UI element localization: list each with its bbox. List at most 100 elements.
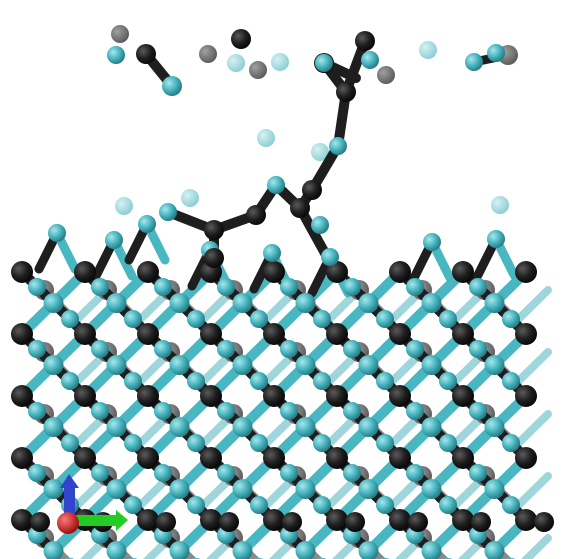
silicon-atom [313,496,331,514]
background-bond [512,348,552,387]
adsorbate-carbon-atom [290,198,310,218]
silicon-atom [154,340,172,358]
silicon-atom [169,479,190,499]
carbon-atom [515,447,537,469]
silicon-atom [250,310,268,328]
carbon-atom [137,385,159,407]
carbon-atom [74,323,96,345]
silicon-atom [124,434,142,452]
silicon-atom [217,340,235,358]
silicon-atom [28,402,46,420]
surface-silicon-atom [263,244,281,262]
silicon-atom [169,355,190,375]
adsorbate-carbon-atom [246,205,266,225]
silicon-atom [502,372,520,390]
carbon-atom [11,447,33,469]
silicon-atom [439,310,457,328]
carbon-atom [137,509,159,531]
silicon-atom [43,541,64,559]
silicon-atom [502,496,520,514]
surface-silicon-atom [423,233,441,251]
silicon-atom [484,541,505,559]
silicon-atom [43,355,64,375]
gas-phase-atom [271,53,289,71]
gas-phase-atom [419,41,437,59]
carbon-atom [515,323,537,345]
silicon-atom [91,340,109,358]
silicon-atom [232,479,253,499]
carbon-atom [11,509,33,531]
carbon-atom [11,385,33,407]
silicon-atom [502,310,520,328]
silicon-atom [124,496,142,514]
silicon-atom [343,402,361,420]
surface-silicon-atom [48,224,66,242]
carbon-atom [452,385,474,407]
silicon-atom [28,340,46,358]
adsorbate-silicon-atom [329,137,347,155]
adsorbate-carbon-atom [302,180,322,200]
silicon-atom [295,541,316,559]
adsorbate-silicon-atom [311,216,329,234]
silicon-atom [376,496,394,514]
adsorbate-silicon-atom [361,51,379,69]
silicon-atom [343,340,361,358]
carbon-atom [326,261,348,283]
silicon-atom [313,310,331,328]
gas-phase-atom [257,129,275,147]
silicon-atom [217,278,235,296]
silicon-atom [43,293,64,313]
silicon-atom [106,541,127,559]
silicon-atom [484,355,505,375]
atoms [11,29,554,559]
silicon-atom [358,355,379,375]
gas-phase-atom [199,45,217,63]
y-axis-arrowhead [60,474,79,488]
carbon-atom [515,385,537,407]
adsorbate-carbon-atom [204,220,224,240]
silicon-atom [106,417,127,437]
carbon-atom [263,509,285,531]
silicon-atom [106,355,127,375]
surface-silicon-atom [105,231,123,249]
gas-phase-atom [249,61,267,79]
carbon-atom [389,261,411,283]
carbon-atom [389,385,411,407]
carbon-atom [389,323,411,345]
silicon-atom [154,402,172,420]
silicon-atom [406,278,424,296]
carbon-atom [326,509,348,531]
silicon-atom [421,293,442,313]
gas-silicon-atom [465,53,483,71]
gas-silicon-atom [487,44,505,62]
carbon-atom [326,385,348,407]
silicon-atom [295,479,316,499]
silicon-atom [61,434,79,452]
gas-carbon-atom [231,29,251,49]
adsorbate-carbon-atom [336,82,356,102]
silicon-atom [43,479,64,499]
silicon-atom [28,278,46,296]
silicon-atom [469,340,487,358]
carbon-atom [156,512,176,532]
carbon-atom [471,512,491,532]
silicon-atom [439,372,457,390]
carbon-atom [11,323,33,345]
silicon-atom [61,310,79,328]
silicon-atom [217,464,235,482]
surface-silicon-atom [138,215,156,233]
carbon-atom [200,385,222,407]
carbon-atom [219,512,239,532]
silicon-atom [169,293,190,313]
silicon-atom [124,310,142,328]
silicon-atom [280,340,298,358]
carbon-atom [200,323,222,345]
silicon-atom [43,417,64,437]
silicon-atom [469,402,487,420]
carbon-atom [263,261,285,283]
silicon-atom [124,372,142,390]
gas-phase-atom [227,54,245,72]
silicon-atom [232,541,253,559]
